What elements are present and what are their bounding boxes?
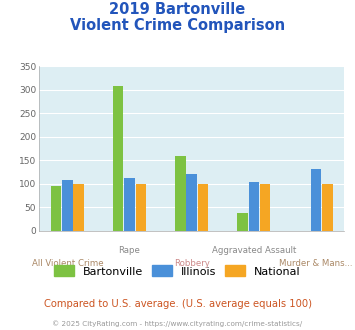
Text: Murder & Mans...: Murder & Mans... (279, 259, 353, 268)
Bar (186, 174, 197, 231)
Bar (124, 178, 135, 231)
Bar (249, 182, 259, 231)
Text: Violent Crime Comparison: Violent Crime Comparison (70, 18, 285, 33)
Text: Compared to U.S. average. (U.S. average equals 100): Compared to U.S. average. (U.S. average … (44, 299, 311, 309)
Bar (198, 184, 208, 231)
Bar (237, 213, 248, 231)
Bar (175, 155, 186, 231)
Text: © 2025 CityRating.com - https://www.cityrating.com/crime-statistics/: © 2025 CityRating.com - https://www.city… (53, 321, 302, 327)
Bar (73, 184, 84, 231)
Bar (136, 184, 146, 231)
Bar (311, 169, 321, 231)
Legend: Bartonville, Illinois, National: Bartonville, Illinois, National (54, 265, 301, 277)
Text: Aggravated Assault: Aggravated Assault (212, 246, 296, 255)
Bar (260, 184, 271, 231)
Bar (322, 184, 333, 231)
Text: Rape: Rape (119, 246, 141, 255)
Text: 2019 Bartonville: 2019 Bartonville (109, 2, 246, 16)
Bar (62, 180, 72, 231)
Bar (113, 86, 124, 231)
Text: All Violent Crime: All Violent Crime (32, 259, 103, 268)
Bar (51, 186, 61, 231)
Text: Robbery: Robbery (174, 259, 210, 268)
